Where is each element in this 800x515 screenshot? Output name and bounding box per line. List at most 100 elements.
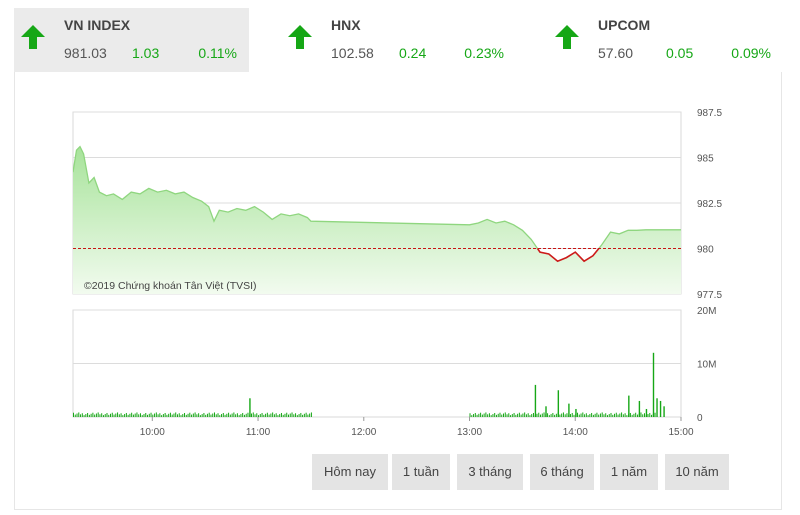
volume-bar bbox=[540, 414, 542, 417]
x-tick-label: 14:00 bbox=[563, 427, 588, 438]
volume-spike bbox=[659, 400, 662, 417]
volume-bar bbox=[624, 413, 626, 417]
volume-bar bbox=[88, 414, 90, 417]
volume-bar bbox=[309, 413, 311, 417]
volume-tick-label: 20M bbox=[697, 306, 716, 317]
volume-bar bbox=[74, 414, 76, 417]
volume-bar bbox=[541, 413, 543, 417]
volume-bar bbox=[122, 415, 124, 417]
index-name: UPCOM bbox=[598, 17, 651, 33]
volume-bar bbox=[101, 413, 103, 417]
range-button[interactable]: 6 tháng bbox=[530, 454, 594, 490]
volume-bar bbox=[118, 414, 120, 417]
volume-bar bbox=[129, 413, 131, 417]
volume-bar bbox=[87, 412, 89, 417]
price-line-down bbox=[536, 248, 600, 263]
volume-bar bbox=[279, 414, 281, 417]
index-change: 1.03 bbox=[132, 45, 160, 61]
volume-bar bbox=[254, 414, 256, 417]
volume-bar bbox=[134, 413, 136, 417]
volume-spike bbox=[249, 398, 251, 417]
volume-tick-label: 10M bbox=[697, 360, 716, 371]
arrow-up-icon bbox=[288, 25, 312, 49]
volume-bar bbox=[291, 412, 293, 417]
volume-bar bbox=[517, 413, 519, 417]
index-tabs: VN INDEX 981.03 1.03 0.11% HNX 102.58 0.… bbox=[14, 8, 782, 72]
volume-bar bbox=[592, 414, 594, 417]
range-button[interactable]: 1 năm bbox=[600, 454, 658, 490]
volume-spike bbox=[545, 406, 547, 417]
volume-bar bbox=[614, 413, 616, 417]
volume-bar bbox=[529, 415, 531, 417]
volume-bar bbox=[169, 412, 171, 417]
index-change: 0.05 bbox=[666, 45, 694, 61]
volume-bar bbox=[293, 414, 295, 417]
volume-bar bbox=[305, 412, 307, 417]
tab-vn-index[interactable]: VN INDEX 981.03 1.03 0.11% bbox=[14, 8, 249, 72]
volume-spike bbox=[645, 408, 648, 417]
range-button[interactable]: 1 tuần bbox=[392, 454, 450, 490]
range-button[interactable]: Hôm nay bbox=[312, 454, 388, 490]
volume-bar bbox=[111, 412, 113, 417]
tab-upcom[interactable]: UPCOM 57.60 0.05 0.09% bbox=[548, 8, 783, 72]
volume-bar bbox=[213, 412, 215, 417]
volume-bar bbox=[198, 413, 200, 417]
volume-bar bbox=[487, 414, 489, 417]
volume-bar bbox=[152, 414, 154, 417]
volume-bar bbox=[518, 412, 520, 417]
volume-bar bbox=[233, 412, 235, 417]
volume-bar bbox=[228, 412, 230, 417]
volume-bar bbox=[92, 412, 94, 417]
volume-bar bbox=[538, 412, 540, 417]
volume-bar bbox=[250, 413, 252, 417]
volume-bar bbox=[504, 412, 506, 417]
volume-bar bbox=[222, 412, 224, 417]
volume-bar bbox=[139, 413, 141, 417]
volume-bar bbox=[168, 413, 170, 417]
volume-bar bbox=[573, 414, 575, 417]
range-button[interactable]: 3 tháng bbox=[457, 454, 523, 490]
volume-bar bbox=[511, 414, 513, 417]
volume-bar bbox=[492, 414, 494, 417]
volume-bar bbox=[95, 413, 97, 417]
volume-bar bbox=[180, 415, 182, 417]
volume-bar bbox=[562, 412, 564, 417]
volume-bar bbox=[205, 414, 207, 417]
volume-bar bbox=[615, 412, 617, 417]
volume-bar bbox=[178, 413, 180, 417]
range-button[interactable]: 10 năm bbox=[665, 454, 729, 490]
volume-bar bbox=[485, 412, 487, 417]
volume-bar bbox=[102, 415, 104, 417]
volume-bar bbox=[117, 412, 119, 417]
volume-bar bbox=[506, 414, 508, 417]
volume-bar bbox=[81, 413, 83, 417]
volume-bar bbox=[510, 415, 512, 417]
y-tick-label: 982.5 bbox=[697, 199, 722, 210]
volume-bar bbox=[654, 412, 656, 417]
volume-bar bbox=[266, 412, 268, 417]
volume-bar bbox=[548, 415, 550, 417]
volume-bar bbox=[240, 414, 242, 417]
volume-bar bbox=[559, 414, 561, 417]
volume-bar bbox=[210, 414, 212, 417]
tab-hnx[interactable]: HNX 102.58 0.24 0.23% bbox=[281, 8, 516, 72]
volume-bar bbox=[265, 413, 267, 417]
volume-bar bbox=[110, 413, 112, 417]
volume-bar bbox=[106, 412, 108, 417]
volume-bar bbox=[310, 412, 312, 417]
volume-bar bbox=[206, 413, 208, 417]
volume-bar bbox=[552, 412, 554, 417]
volume-bar bbox=[155, 412, 157, 417]
x-tick-label: 13:00 bbox=[457, 427, 482, 438]
volume-bar bbox=[561, 413, 563, 417]
volume-bar bbox=[83, 415, 85, 417]
volume-bar bbox=[268, 414, 270, 417]
volume-bar bbox=[594, 413, 596, 417]
volume-bar bbox=[571, 412, 573, 417]
volume-bar bbox=[547, 413, 549, 417]
volume-bar bbox=[589, 414, 591, 417]
index-percent: 0.09% bbox=[731, 45, 771, 61]
volume-bar bbox=[162, 414, 164, 417]
volume-bar bbox=[125, 412, 127, 417]
